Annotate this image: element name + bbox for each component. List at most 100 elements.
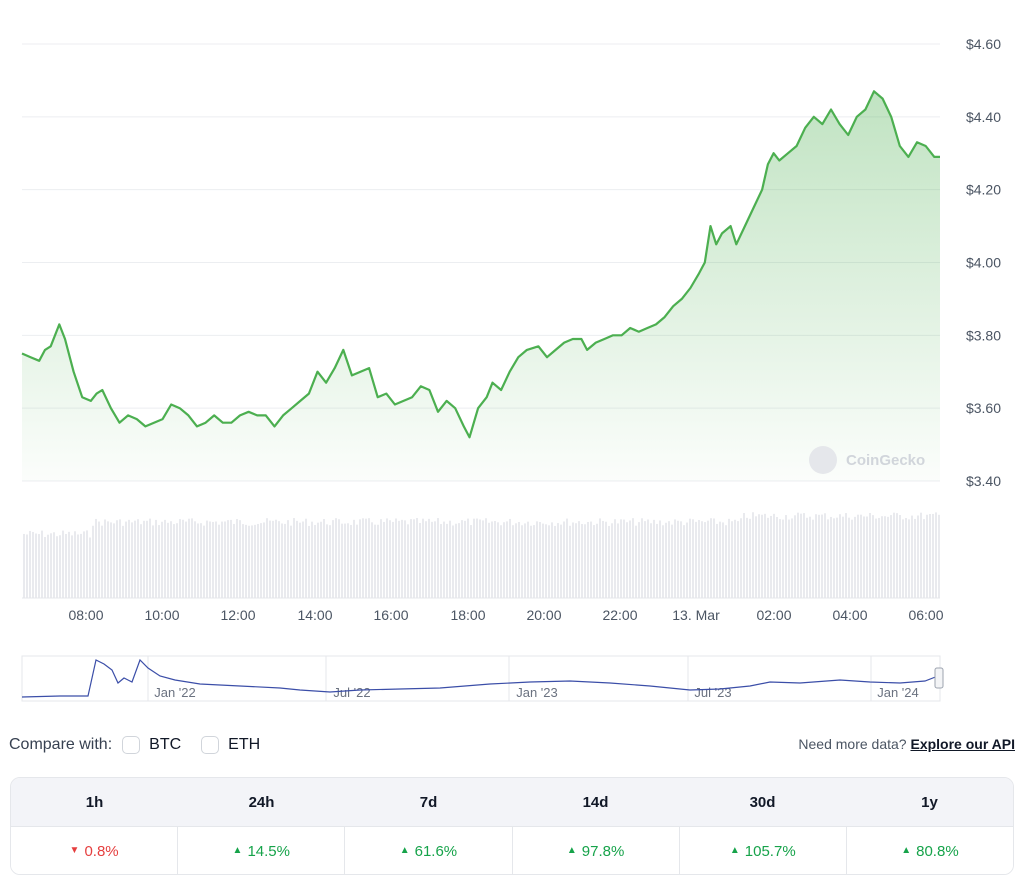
volume-bar [722, 522, 724, 598]
volume-bar [86, 530, 88, 598]
volume-bar [326, 524, 328, 598]
compare-btc[interactable]: BTC [122, 736, 181, 754]
volume-bar [458, 523, 460, 598]
navigator-tick-label: Jan '22 [154, 685, 196, 700]
compare-eth[interactable]: ETH [201, 736, 260, 754]
volume-bar [866, 516, 868, 598]
change-arrow-icon: ▲ [566, 844, 577, 856]
volume-bar [233, 523, 235, 598]
volume-bar [176, 523, 178, 598]
volume-bar [713, 518, 715, 598]
eth-label: ETH [228, 736, 261, 753]
btc-checkbox[interactable] [122, 736, 141, 754]
x-tick-label: 06:00 [908, 607, 943, 623]
volume-bar [281, 523, 283, 598]
volume-bar [320, 521, 322, 598]
volume-bar [167, 522, 169, 598]
volume-bar [299, 522, 301, 598]
volume-bar [29, 530, 31, 598]
volume-bar [437, 518, 439, 598]
volume-bar [605, 521, 607, 598]
volume-bar [419, 522, 421, 598]
volume-bar [614, 519, 616, 598]
api-note: Need more data? Explore our API [798, 736, 1015, 752]
volume-bar [806, 517, 808, 598]
eth-checkbox[interactable] [201, 736, 220, 754]
volume-bar [794, 515, 796, 598]
volume-bar [518, 521, 520, 598]
compare-row: Compare with: BTC ETH Need more data? Ex… [9, 732, 1015, 758]
price-line[interactable] [21, 90, 940, 439]
volume-bar [611, 523, 613, 598]
volume-bar [224, 521, 226, 598]
volume-bar [257, 523, 259, 598]
volume-bar [566, 518, 568, 598]
btc-label: BTC [149, 736, 182, 753]
x-tick-label: 02:00 [756, 607, 791, 623]
volume-bar [704, 522, 706, 598]
volume-bar [680, 521, 682, 598]
explore-api-link[interactable]: Explore our API [910, 736, 1015, 752]
volume-bar [662, 525, 664, 598]
volume-bar [638, 522, 640, 598]
price-chart[interactable]: $4.60 $4.40 $4.20 $4.00 $3.80 $3.60 $3.40 08:0… [0, 0, 1024, 710]
volume-bar [200, 523, 202, 598]
volume-bar [776, 517, 778, 598]
volume-bar [59, 535, 61, 598]
value-24h: ▲ 14.5% [177, 827, 344, 874]
volume-bar [89, 537, 91, 598]
volume-bar [683, 525, 685, 598]
volume-bar [761, 514, 763, 598]
volume-bar [107, 521, 109, 598]
volume-bar [431, 521, 433, 598]
volume-bar [782, 519, 784, 598]
volume-bar [197, 523, 199, 598]
volume-bar [113, 523, 115, 598]
volume-bar [464, 520, 466, 598]
volume-bar [95, 518, 97, 598]
volume-bar [383, 521, 385, 598]
header-1h: 1h [85, 793, 104, 811]
x-tick-label: 12:00 [220, 607, 255, 623]
value-1h: ▼ 0.8% [69, 842, 119, 860]
volume-bar [359, 519, 361, 598]
navigator-line [21, 658, 939, 698]
x-tick-label: 22:00 [602, 607, 637, 623]
volume-bar [218, 524, 220, 598]
volume-bar [773, 513, 775, 598]
volume-bar [92, 525, 94, 598]
volume-bar [596, 523, 598, 598]
volume-bar [401, 519, 403, 598]
volume-bar [185, 521, 187, 598]
volume-bar [710, 518, 712, 598]
volume-bar [509, 518, 511, 598]
volume-bar [290, 525, 292, 598]
volume-bar [278, 521, 280, 598]
volume-bar [467, 518, 469, 598]
volume-bar [587, 522, 589, 598]
volume-bar [473, 518, 475, 598]
volume-bar [752, 512, 754, 598]
volume-bar [860, 514, 862, 598]
volume-bar [284, 523, 286, 598]
volume-bar [668, 521, 670, 598]
volume-bar [911, 515, 913, 598]
volume-bar [503, 522, 505, 598]
volume-bar [251, 525, 253, 598]
volume-bar [542, 523, 544, 598]
volume-bar [758, 514, 760, 598]
volume-bar [83, 531, 85, 598]
volume-bar [548, 525, 550, 598]
chart-svg[interactable]: $4.60 $4.40 $4.20 $4.00 $3.80 $3.60 $3.40 08:0… [0, 0, 1024, 710]
volume-bar [161, 521, 163, 598]
volume-bar [842, 516, 844, 598]
volume-bar [347, 523, 349, 598]
volume-bar [203, 525, 205, 598]
api-note-text: Need more data? [798, 736, 907, 752]
navigator-handle[interactable] [934, 667, 944, 689]
volume-bar [572, 522, 574, 598]
volume-bar [470, 525, 472, 598]
volume-bar [323, 519, 325, 598]
navigator-frame[interactable] [21, 655, 941, 702]
volume-bar [428, 518, 430, 598]
